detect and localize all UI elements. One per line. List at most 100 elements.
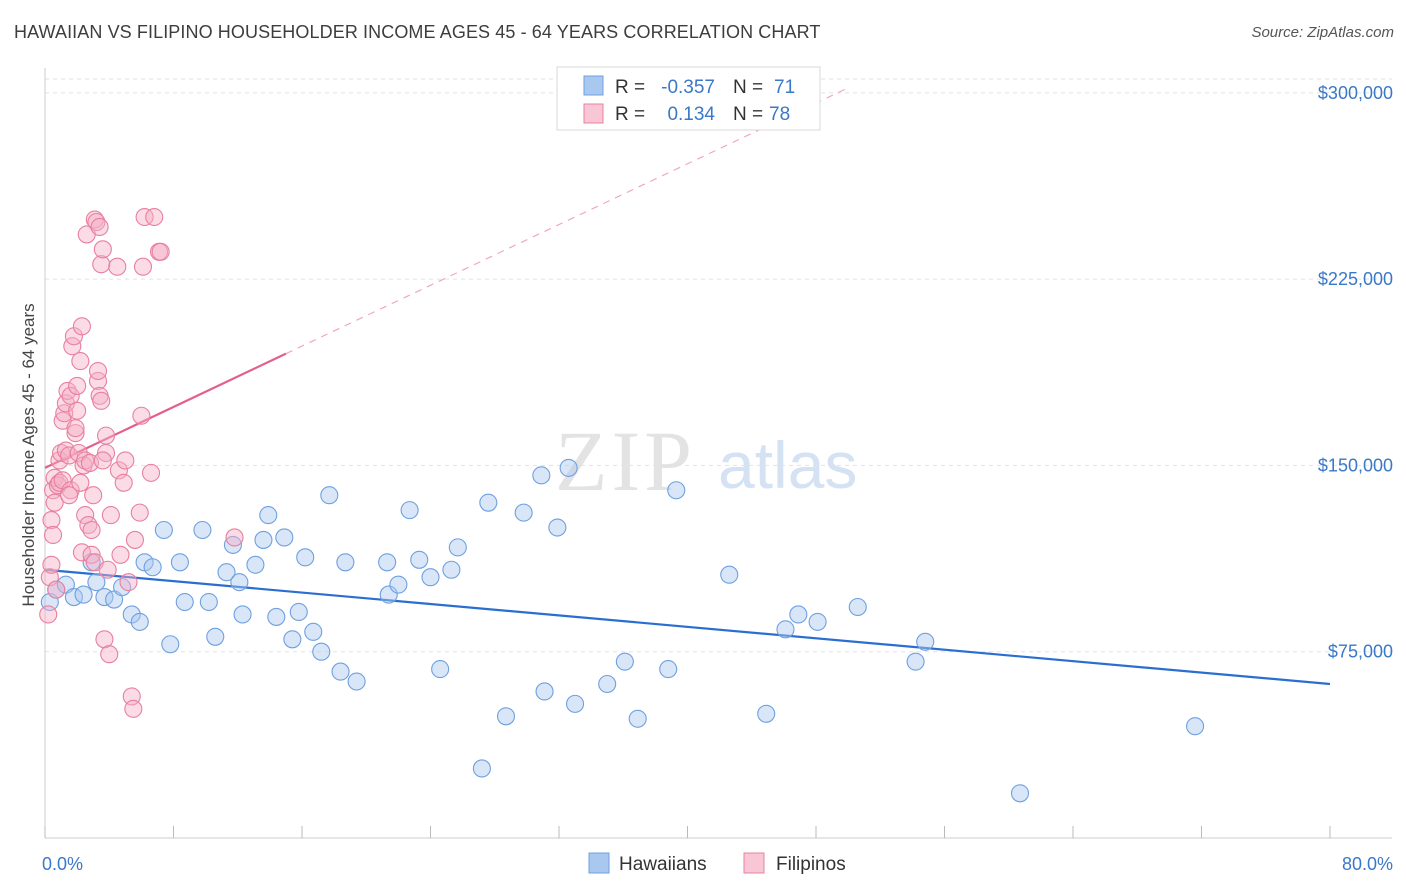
hawaiian-point [296,548,315,567]
hawaiian-point [312,642,331,661]
hawaiian-point [448,538,467,557]
series-legend: Hawaiians Filipinos [588,852,846,875]
hawaiian-point [848,597,867,617]
filipino-point [88,371,108,391]
hawaiian-point [320,486,339,505]
correlation-legend: R = -0.357 N = 71 R = 0.134 N = 78 [556,66,821,131]
filipino-point [132,406,151,425]
y-tick-label: $300,000 [1318,83,1393,103]
filipino-point [43,525,63,545]
watermark: ZIP atlas [555,413,857,509]
hawaiian-point [275,528,294,547]
filipino-point [50,451,69,470]
filipino-point [71,473,90,492]
filipino-point [114,473,133,492]
y-tick-label: $75,000 [1328,642,1393,662]
filipino-point [130,503,149,522]
filipino-point [82,520,101,540]
legend-swatch-filipinos [583,103,604,124]
hawaiian-point [514,503,533,522]
hawaiian-point [667,481,686,500]
filipino-point [93,451,112,470]
hawaiian-point [442,560,461,579]
filipino-point [100,645,119,664]
hawaiian-point [410,550,429,569]
hawaiian-point [267,607,286,626]
hawaiian-point [532,466,551,485]
filipino-point [108,257,127,276]
x-tick-label-max: 80.0% [1342,854,1393,874]
y-axis-label: Householder Income Ages 45 - 64 years [19,303,38,606]
hawaiian-point [776,620,795,639]
filipino-point [101,506,120,525]
filipino-point [39,605,58,624]
hawaiian-point [254,530,273,549]
filipino-point [45,493,64,512]
y-tick-label: $225,000 [1318,269,1393,289]
hawaiian-point [431,660,450,679]
hawaiian-point [378,553,397,572]
filipino-point [72,317,91,336]
hawaiian-point [304,622,323,641]
hawaiian-point [259,506,278,525]
filipino-point [84,486,103,505]
y-tick-labels: $75,000 $150,000 $225,000 $300,000 [1318,83,1393,662]
hawaiian-point [379,585,398,604]
filipino-point [92,255,111,274]
hawaiian-point [74,585,93,604]
legend-r-label-2: R = [615,104,645,125]
filipino-point [76,451,95,470]
axes [44,68,1392,839]
hawaiian-point [628,709,647,728]
hawaiian-point [496,707,516,726]
data-points [39,207,1205,803]
filipino-point [141,463,161,482]
y-tick-label: $150,000 [1318,455,1393,475]
watermark-atlas: atlas [718,428,857,502]
filipino-point [98,560,117,579]
hawaiian-point [336,553,355,572]
hawaiian-point [615,652,634,671]
hawaiian-point [87,573,106,592]
hawaiian-point [130,612,149,631]
filipino-point [96,426,116,445]
hawaiian-point [175,592,194,612]
filipino-point [125,530,144,549]
filipino-point [90,217,109,237]
filipino-point [87,212,106,232]
bottom-legend-hawaiians: Hawaiians [619,854,707,875]
hawaiian-point [199,592,218,612]
hawaiian-point [1010,784,1030,803]
filipino-point [76,506,95,525]
x-tick-labels: 0.0% 80.0% [42,854,1393,874]
filipino-point [145,207,164,227]
filipino-point [135,207,154,227]
watermark-zip: ZIP [555,413,696,509]
legend-n-value-2: 78 [769,104,790,125]
legend-r-label-1: R = [615,77,645,98]
hawaiian-point [161,635,180,654]
filipino-point [61,386,80,405]
hawaiian-point [233,605,252,624]
hawaiian-point [223,535,242,554]
hawaiian-point [154,520,173,540]
hawaiian-point [916,632,935,651]
filipino-point [88,361,108,381]
filipino-point [225,528,244,547]
filipino-point [71,352,90,371]
hawaiian-point [598,674,617,694]
filipino-point [116,451,135,470]
bottom-legend-filipinos: Filipinos [776,854,846,875]
filipino-point [68,376,87,395]
legend-n-value-1: 71 [774,77,795,98]
source-credit: Source: ZipAtlas.com [1251,24,1394,41]
hawaiian-point [906,652,925,671]
filipino-point [133,257,153,276]
hawaiian-point [566,694,585,713]
hawaiian-point [143,558,162,577]
filipino-point [111,545,130,564]
hawaiians-trend-line [44,568,1331,686]
hawaiian-point [206,627,225,646]
hawaiian-point [659,660,678,679]
